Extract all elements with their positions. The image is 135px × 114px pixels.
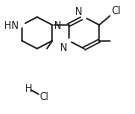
Text: H: H	[25, 83, 33, 93]
Text: Cl: Cl	[40, 91, 49, 101]
Text: N: N	[54, 21, 61, 31]
Text: HN: HN	[4, 21, 19, 31]
Text: N: N	[60, 43, 68, 52]
Text: N: N	[75, 7, 83, 17]
Text: Cl: Cl	[111, 6, 121, 16]
